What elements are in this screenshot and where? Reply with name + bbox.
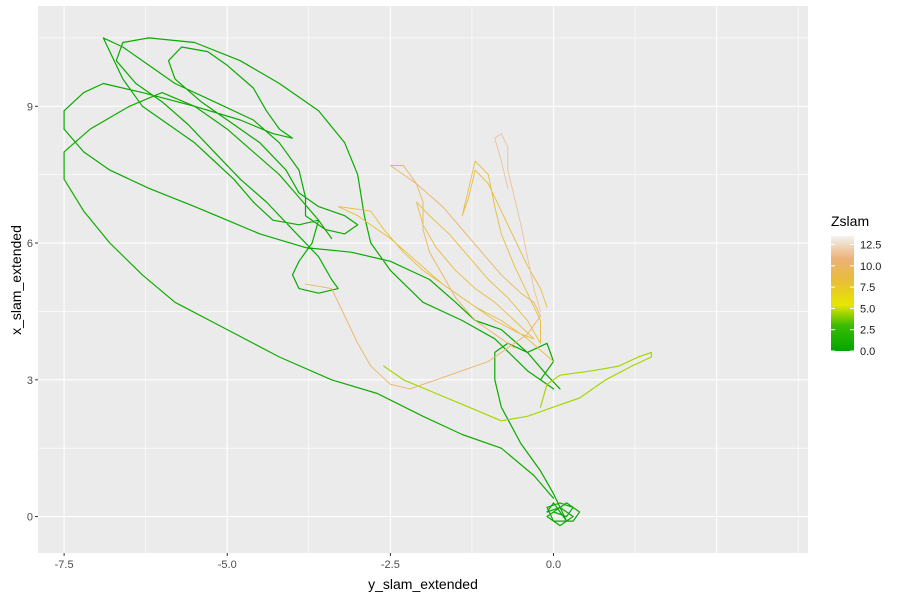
- x-axis-ticks: -7.5 -5.0 -2.5 0.0: [55, 553, 561, 571]
- x-tick-label: -7.5: [55, 559, 74, 571]
- legend-tick-label: 2.5: [860, 325, 875, 337]
- y-tick-label: 6: [27, 238, 33, 250]
- trajectory-path-2: [63, 92, 555, 499]
- x-tick-label: 0.0: [546, 559, 561, 571]
- plot-panel: [38, 6, 808, 553]
- x-axis-title: y_slam_extended: [368, 576, 478, 592]
- trajectory-path-4: [337, 160, 554, 362]
- trajectory-path-3: [383, 351, 652, 422]
- trajectory-path-1: [63, 37, 581, 527]
- y-axis-ticks: 0 3 6 9: [27, 101, 38, 524]
- y-tick-label: 9: [27, 101, 33, 113]
- y-tick-label: 0: [27, 512, 33, 524]
- trajectory-path-6: [494, 133, 541, 312]
- trajectory-path-5: [305, 165, 541, 390]
- x-tick-label: -5.0: [218, 559, 237, 571]
- legend-tick-label: 0.0: [860, 346, 875, 358]
- minor-gridlines: [38, 6, 808, 553]
- x-tick-label: -2.5: [381, 559, 400, 571]
- legend-ticks: 0.0 2.5 5.0 7.5 10.0 12.5: [831, 240, 881, 358]
- y-axis-title: x_slam_extended: [8, 225, 24, 335]
- legend: Zslam 0.0 2.5 5.0 7.5 10.0 12.5: [831, 213, 881, 358]
- legend-tick-label: 12.5: [860, 240, 881, 252]
- legend-title: Zslam: [831, 213, 869, 229]
- legend-colorbar: [831, 236, 854, 351]
- trajectory-paths: [63, 37, 652, 527]
- legend-tick-label: 5.0: [860, 303, 875, 315]
- legend-tick-label: 7.5: [860, 282, 875, 294]
- major-gridlines: [38, 6, 808, 553]
- legend-tick-label: 10.0: [860, 261, 881, 273]
- y-tick-label: 3: [27, 375, 33, 387]
